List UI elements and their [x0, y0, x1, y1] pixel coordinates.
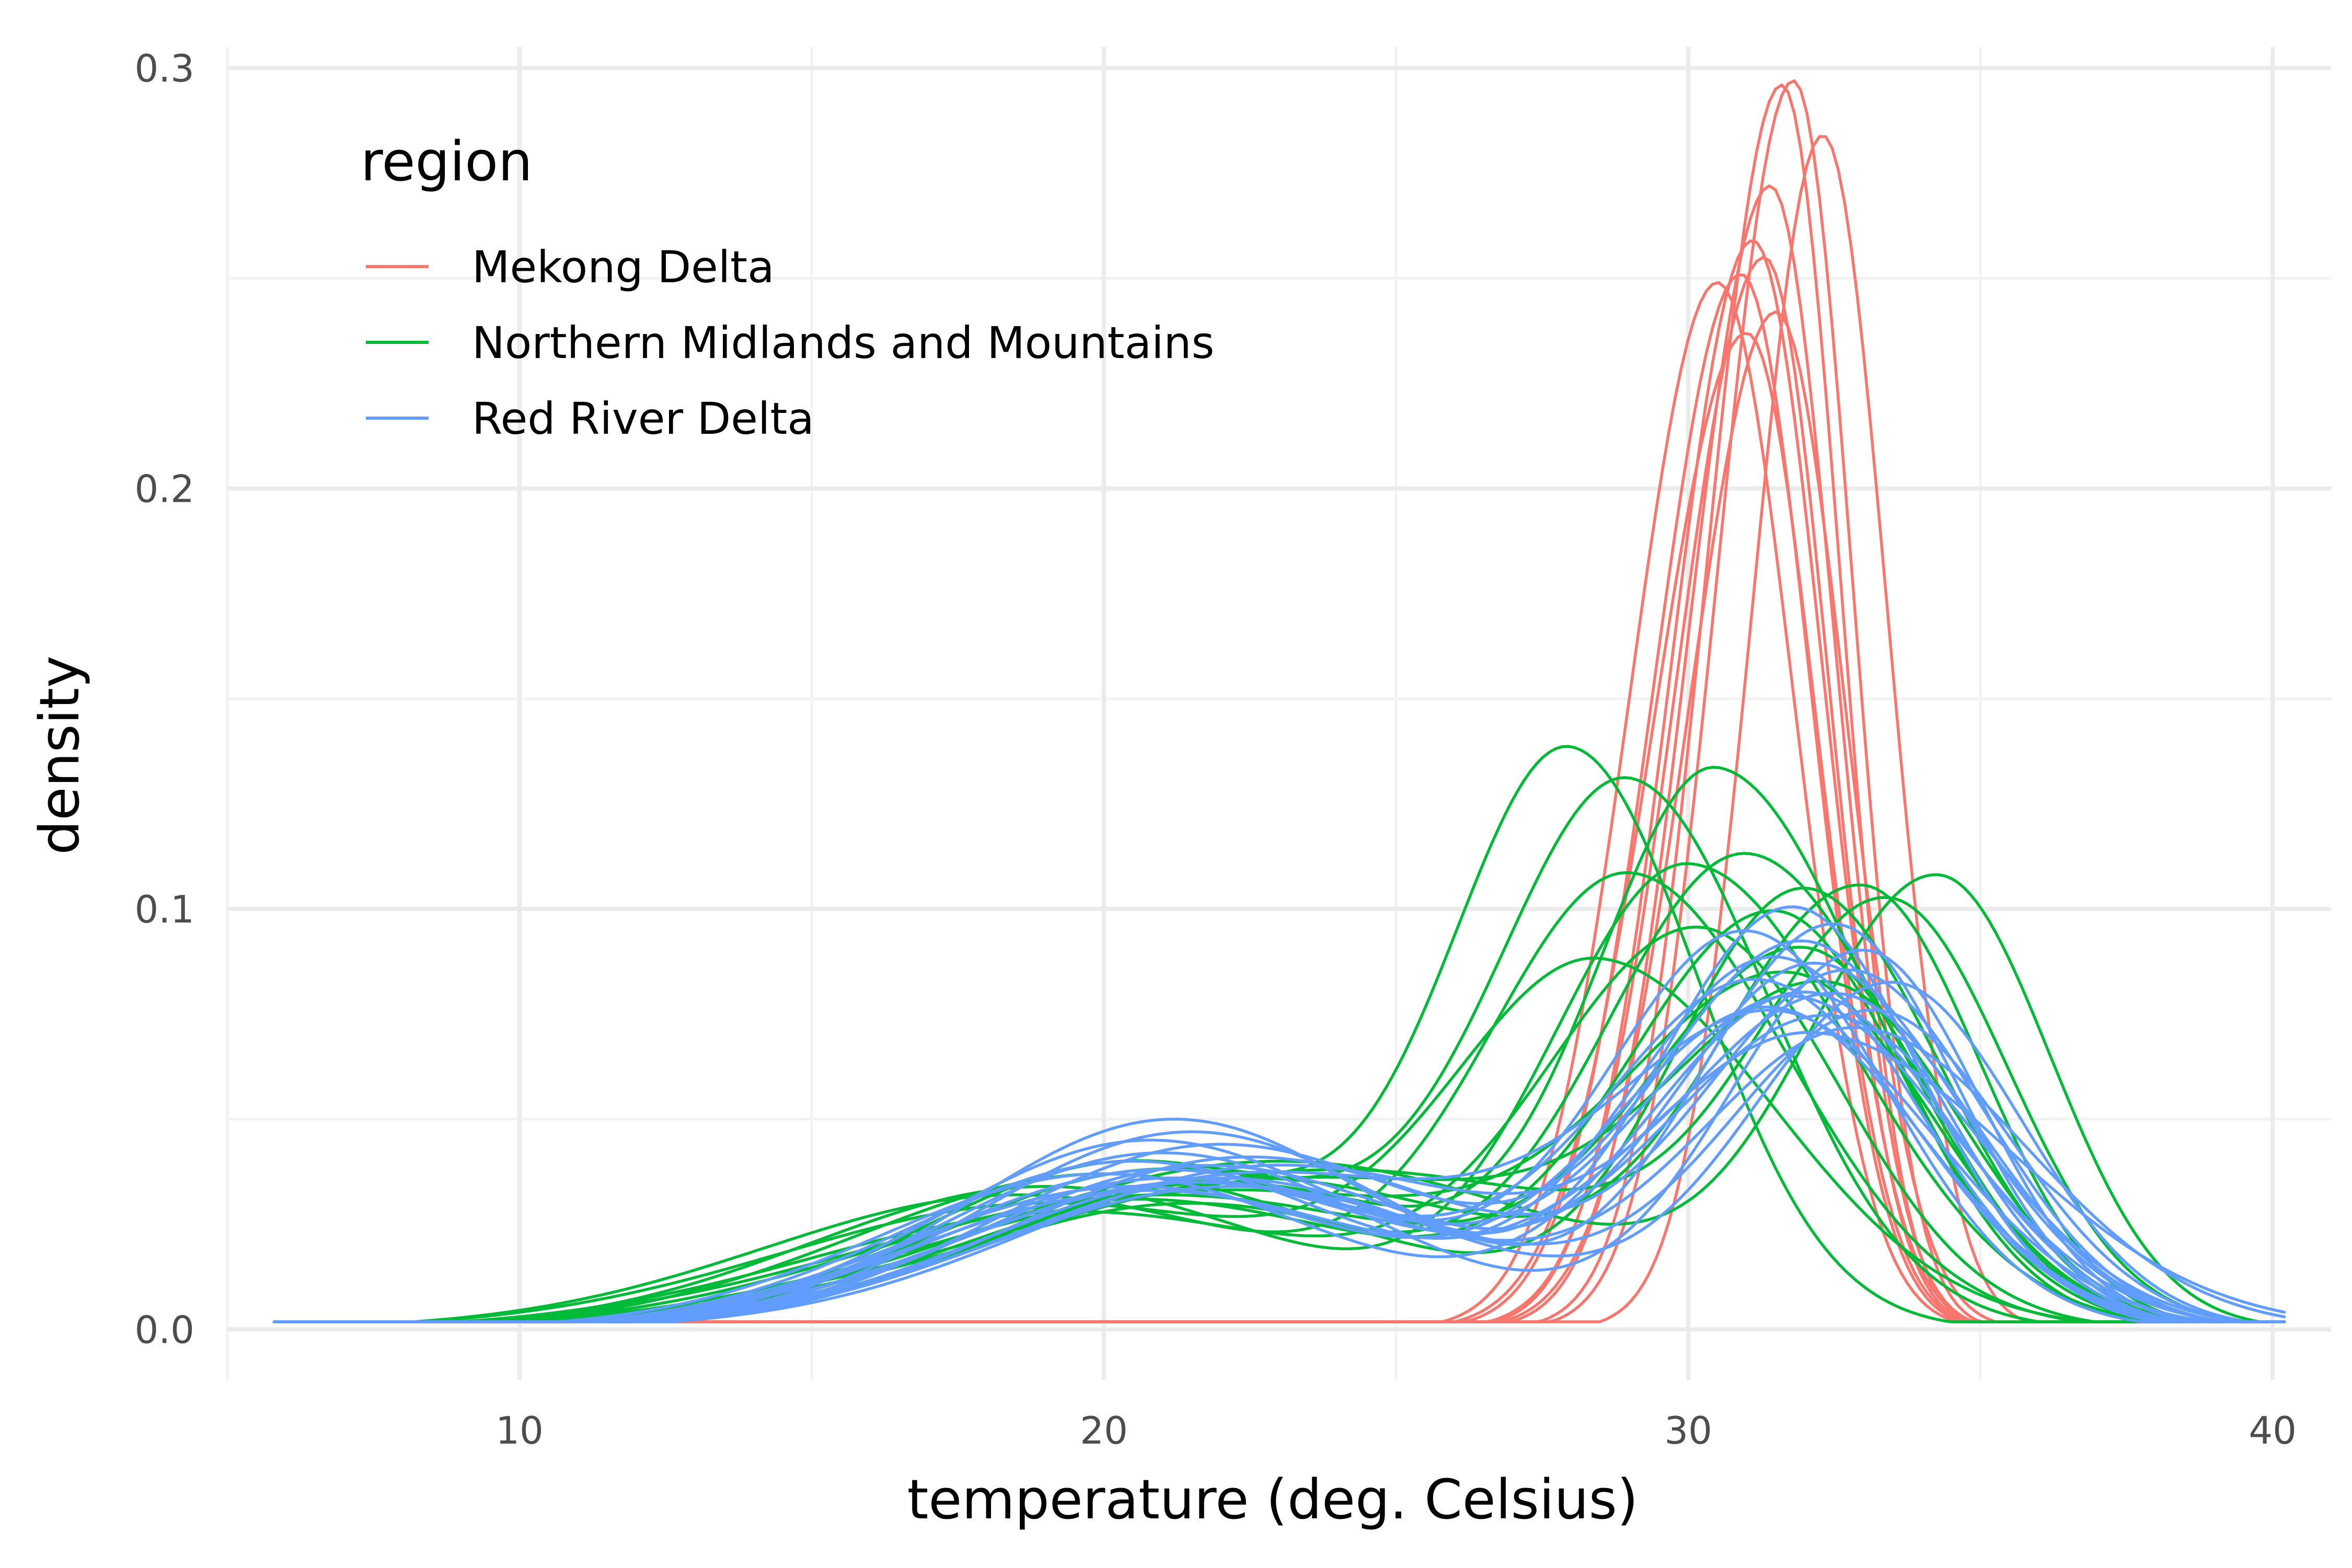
density-curve [272, 990, 2286, 1323]
y-axis-title: density [28, 655, 91, 855]
minor-gridlines [226, 47, 2331, 1380]
density-curve [272, 1031, 2286, 1323]
density-curve [272, 1026, 2286, 1323]
x-tick-label: 10 [495, 1409, 544, 1452]
density-curve [272, 909, 2286, 1323]
legend-title: region [361, 130, 533, 193]
density-curve [272, 926, 2286, 1323]
x-tick-label: 40 [2249, 1409, 2297, 1452]
x-tick-label: 30 [1664, 1409, 1712, 1452]
x-tick-label: 20 [1080, 1409, 1128, 1452]
x-axis-tick-labels: 10 20 30 40 [495, 1409, 2297, 1452]
legend: region Mekong Delta Northern Midlands and… [361, 130, 1214, 444]
legend-label: Red River Delta [472, 393, 814, 444]
density-curves [272, 79, 2286, 1323]
legend-items: Mekong Delta Northern Midlands and Mounta… [366, 241, 1214, 444]
legend-label: Northern Midlands and Mountains [472, 317, 1214, 368]
y-axis-tick-labels: 0.0 0.1 0.2 0.3 [134, 47, 194, 1352]
density-curve [272, 871, 2286, 1323]
y-tick-label: 0.3 [134, 47, 194, 90]
x-axis-title: temperature (deg. Celsius) [907, 1468, 1639, 1531]
y-tick-label: 0.2 [134, 467, 194, 511]
y-tick-label: 0.0 [134, 1308, 194, 1352]
legend-label: Mekong Delta [472, 241, 775, 293]
series-group [272, 905, 2286, 1323]
y-tick-label: 0.1 [134, 887, 194, 931]
